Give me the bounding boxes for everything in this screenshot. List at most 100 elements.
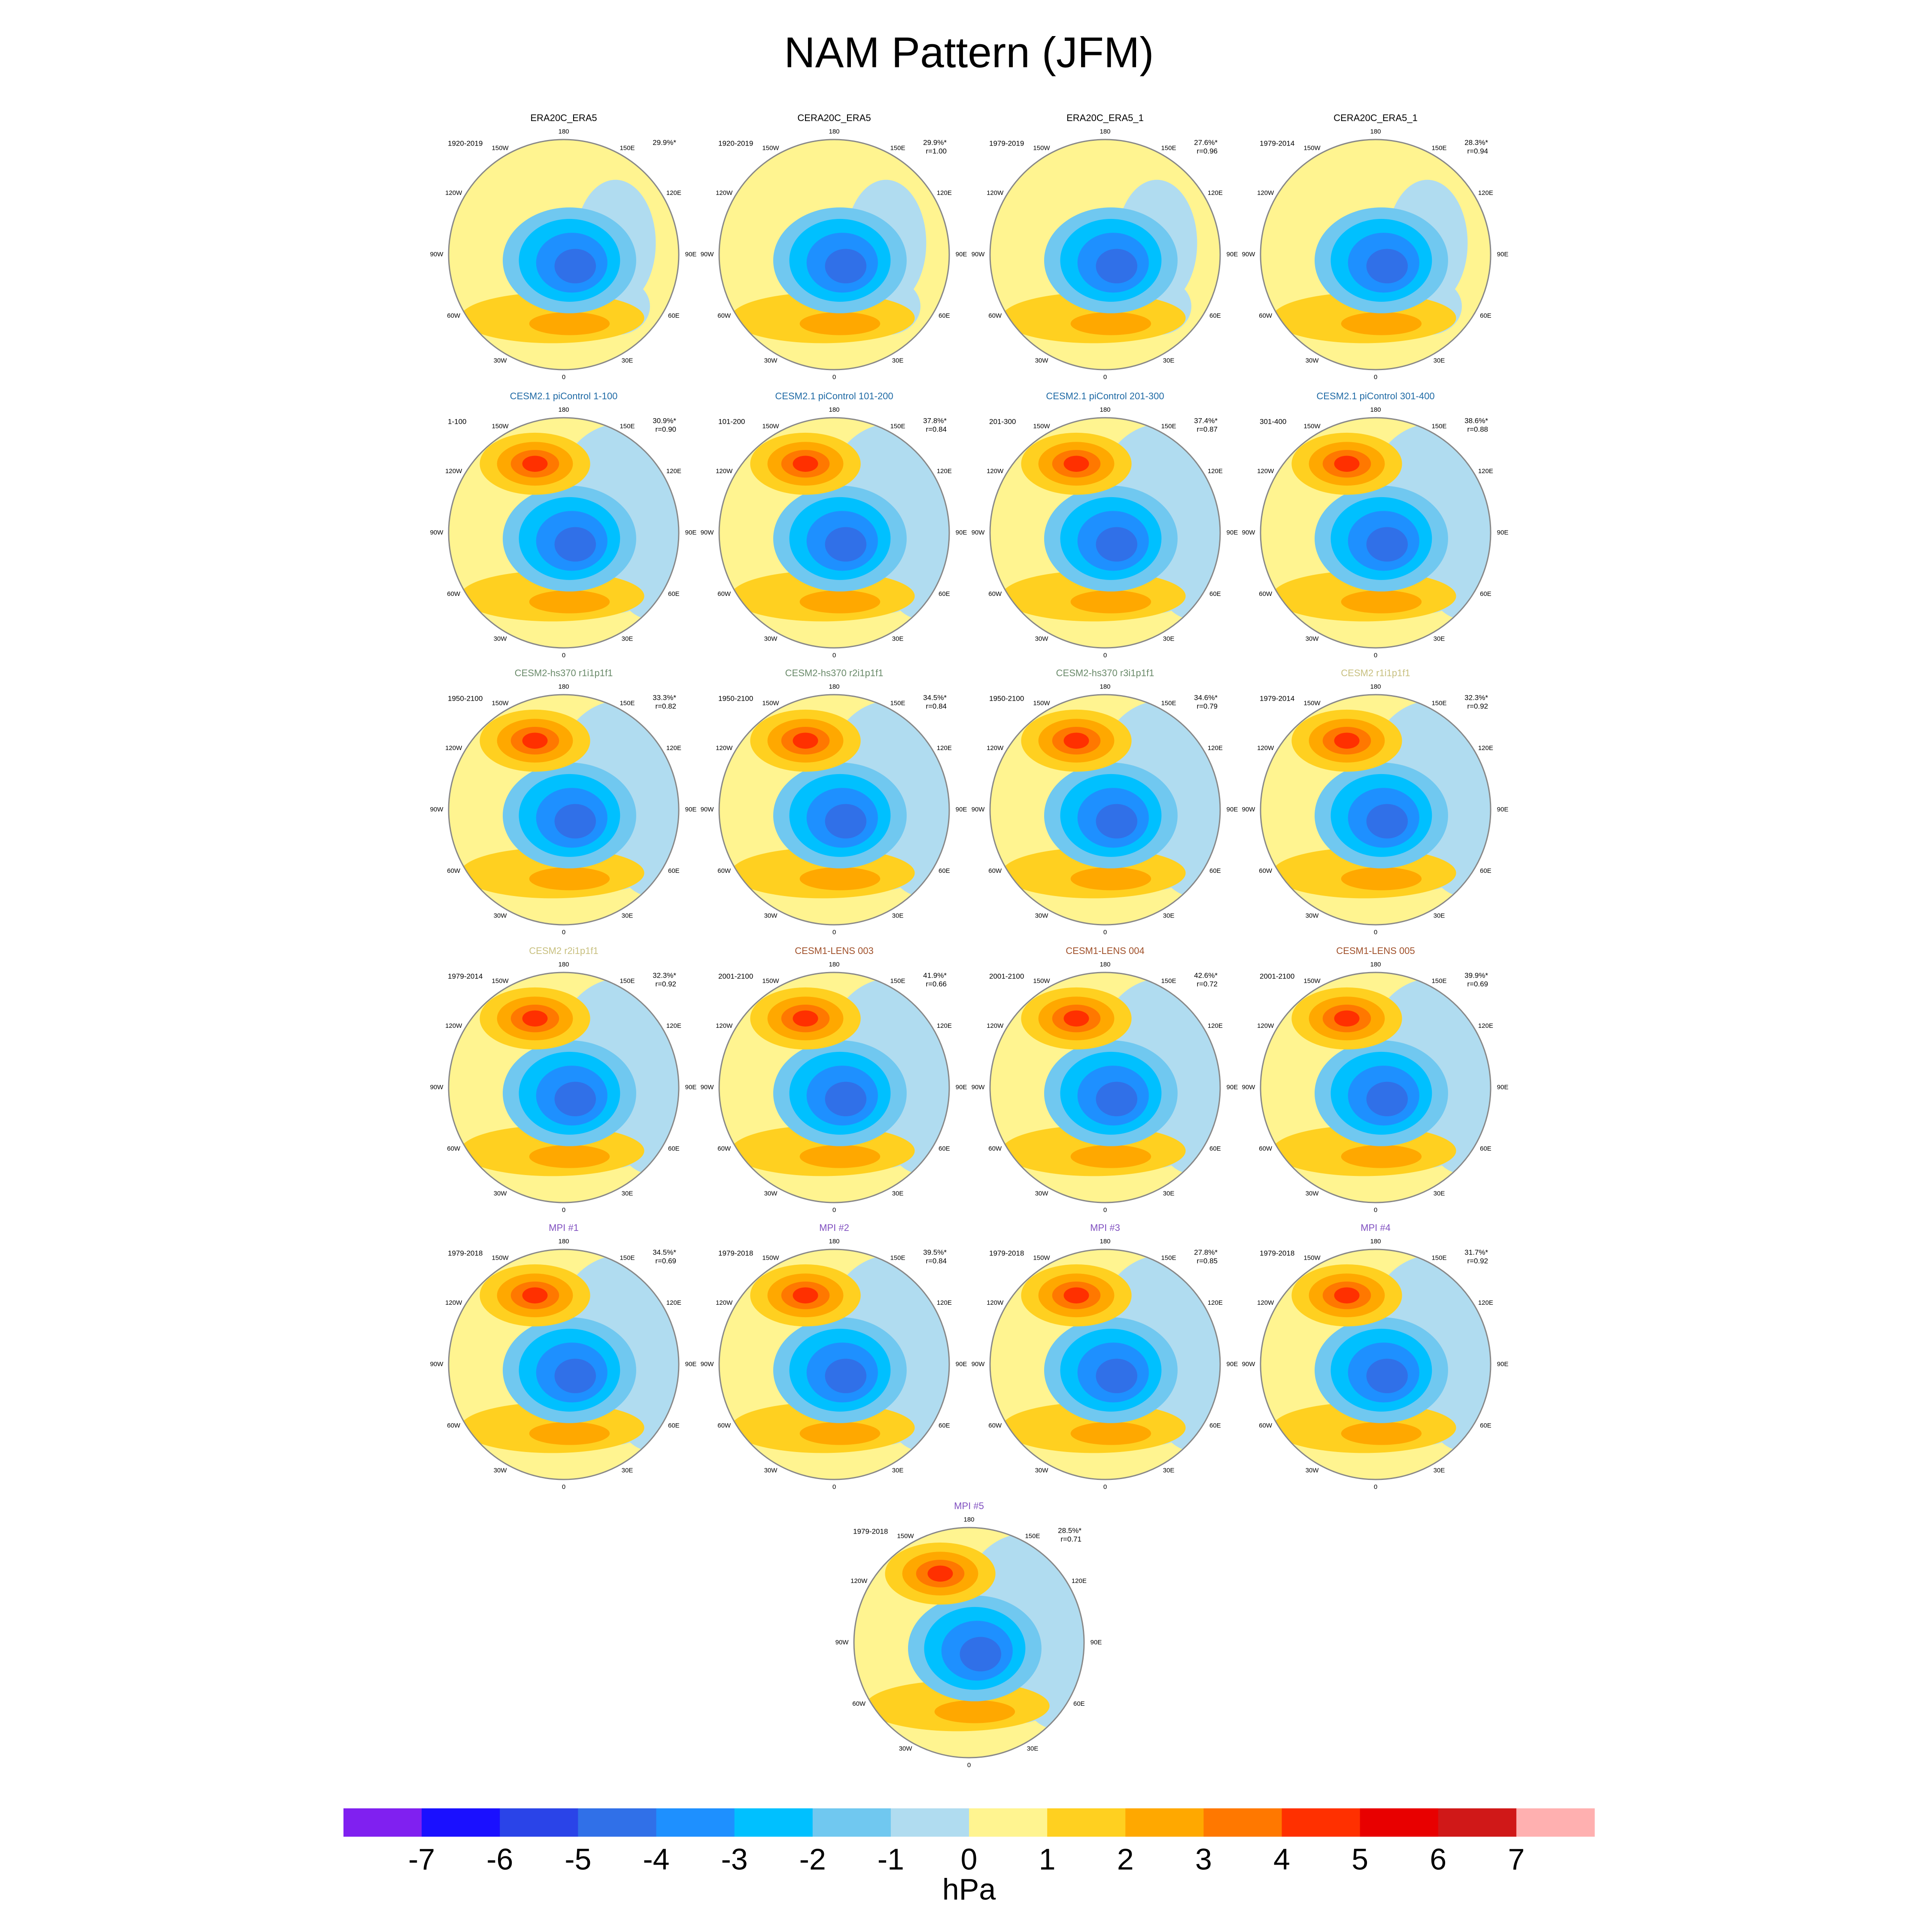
panel-variance: 41.9%* <box>923 971 947 979</box>
map-field <box>529 312 610 335</box>
map-panel <box>1261 1249 1491 1479</box>
panel-title: CESM1-LENS 003 <box>795 945 873 956</box>
longitude-label: 0 <box>1374 1206 1377 1214</box>
panel-period: 1979-2018 <box>1260 1249 1294 1257</box>
longitude-label: 150W <box>1033 699 1050 707</box>
map-field <box>1096 527 1138 562</box>
longitude-label: 120E <box>1478 744 1493 752</box>
longitude-label: 30E <box>1163 1467 1175 1474</box>
panel-correlation: r=0.66 <box>926 980 947 988</box>
map-field <box>1366 1358 1408 1393</box>
map-panel <box>449 972 679 1203</box>
longitude-label: 60W <box>988 1145 1002 1152</box>
colorbar-box <box>1360 1808 1439 1837</box>
colorbar-tick-label: 0 <box>961 1842 978 1876</box>
panel-period: 201-300 <box>989 417 1016 425</box>
longitude-label: 120E <box>666 744 681 752</box>
panel-variance: 28.5%* <box>1058 1526 1081 1534</box>
map-border <box>1260 417 1492 649</box>
map-border <box>1260 972 1492 1203</box>
map-field <box>522 456 548 472</box>
map-field <box>1366 249 1408 283</box>
longitude-label: 150E <box>1161 144 1176 152</box>
longitude-label: 150E <box>620 1254 635 1261</box>
map-panel <box>719 972 949 1203</box>
longitude-label: 90W <box>701 529 714 536</box>
longitude-label: 150E <box>1431 422 1446 430</box>
longitude-label: 120E <box>1072 1577 1087 1585</box>
map-border <box>989 694 1221 926</box>
map-panel <box>990 695 1220 925</box>
longitude-label: 60E <box>939 590 950 598</box>
panel-title: CESM1-LENS 004 <box>1066 945 1144 956</box>
panel-title: MPI #1 <box>549 1222 579 1233</box>
map-field <box>793 456 818 472</box>
longitude-label: 90W <box>701 1084 714 1091</box>
longitude-label: 90E <box>956 529 967 536</box>
longitude-label: 150E <box>1431 977 1446 984</box>
longitude-label: 60W <box>988 1422 1002 1429</box>
longitude-label: 90W <box>430 1361 444 1368</box>
longitude-label: 150W <box>1303 1254 1321 1261</box>
longitude-label: 0 <box>1374 652 1377 659</box>
longitude-label: 0 <box>1374 1483 1377 1491</box>
longitude-label: 120W <box>716 468 733 475</box>
longitude-label: 150W <box>492 1254 509 1261</box>
map-field <box>1341 867 1422 890</box>
longitude-label: 30E <box>1434 635 1445 643</box>
longitude-label: 150E <box>620 977 635 984</box>
map-field <box>1334 456 1360 472</box>
longitude-label: 60E <box>1209 590 1221 598</box>
colorbar-tick-label: -1 <box>878 1842 904 1876</box>
panel-period: 1920-2019 <box>448 139 483 147</box>
map-border <box>448 972 680 1203</box>
longitude-label: 150E <box>1161 977 1176 984</box>
panel-title: CERA20C_ERA5 <box>797 112 871 123</box>
map-field <box>554 1081 596 1116</box>
panel-variance: 33.3%* <box>653 693 676 702</box>
longitude-label: 60W <box>717 590 731 598</box>
map-panel <box>1261 695 1491 925</box>
longitude-label: 60E <box>1209 867 1221 875</box>
panel-variance: 39.5%* <box>923 1248 947 1256</box>
longitude-label: 180 <box>1370 961 1381 968</box>
longitude-label: 120E <box>1478 189 1493 197</box>
longitude-label: 150W <box>1033 144 1050 152</box>
longitude-label: 180 <box>829 128 839 135</box>
panel-period: 1950-2100 <box>718 694 753 702</box>
longitude-label: 30E <box>892 912 904 920</box>
map-panel <box>449 418 679 648</box>
longitude-label: 120W <box>445 468 462 475</box>
map-field <box>825 527 867 562</box>
map-field <box>1096 804 1138 839</box>
longitude-label: 150W <box>762 977 779 984</box>
longitude-label: 150W <box>1303 699 1321 707</box>
panel-correlation: r=0.69 <box>655 1257 676 1265</box>
map-field <box>522 1287 548 1303</box>
longitude-label: 120E <box>937 189 952 197</box>
longitude-label: 30W <box>494 1190 507 1197</box>
panel-variance: 27.8%* <box>1194 1248 1218 1256</box>
panel-variance: 34.5%* <box>653 1248 676 1256</box>
longitude-label: 60E <box>1209 1422 1221 1429</box>
longitude-label: 60W <box>1259 867 1273 875</box>
longitude-label: 0 <box>832 1483 836 1491</box>
longitude-label: 180 <box>963 1516 974 1523</box>
map-field <box>529 867 610 890</box>
panel-period: 1979-2014 <box>1260 139 1294 147</box>
longitude-label: 180 <box>1370 406 1381 413</box>
longitude-label: 150W <box>762 1254 779 1261</box>
panel-variance: 27.6%* <box>1194 138 1218 146</box>
colorbar-box <box>656 1808 735 1837</box>
longitude-label: 60E <box>1480 867 1492 875</box>
panel-title: CESM2.1 piControl 101-200 <box>775 391 893 401</box>
colorbar-tick-label: 1 <box>1039 1842 1056 1876</box>
longitude-label: 0 <box>1103 652 1107 659</box>
panel-title: CESM2-hs370 r3i1p1f1 <box>1056 668 1154 678</box>
longitude-label: 150W <box>1033 1254 1050 1261</box>
longitude-label: 60E <box>668 1422 680 1429</box>
longitude-label: 30E <box>622 357 633 365</box>
map-field <box>1070 1145 1151 1168</box>
longitude-label: 150E <box>1431 144 1446 152</box>
longitude-label: 90E <box>1227 529 1238 536</box>
